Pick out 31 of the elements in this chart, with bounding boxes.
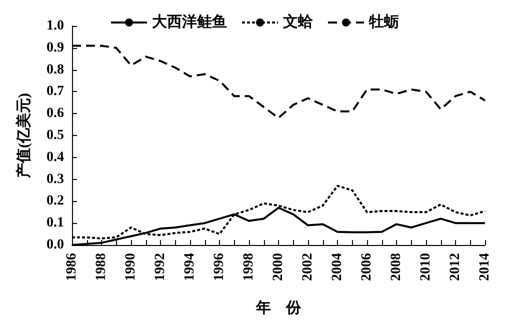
x-tick-label: 2000 — [271, 253, 286, 281]
x-tick-label: 2012 — [448, 253, 463, 281]
y-tick-label: 0.0 — [46, 238, 64, 252]
x-tick-label: 1998 — [242, 253, 256, 281]
x-tick-label: 1992 — [153, 253, 168, 281]
y-tick-label: 0.6 — [46, 106, 64, 122]
x-tick-label: 2014 — [478, 253, 492, 281]
y-tick-label: 0.2 — [46, 194, 64, 209]
x-tick-label: 2002 — [300, 253, 316, 281]
y-tick-label: 0.9 — [46, 40, 64, 56]
y-axis-title: 产值(亿美元) — [14, 93, 32, 179]
x-tick-label: 2004 — [330, 253, 345, 281]
x-tick-label: 1994 — [182, 253, 198, 281]
x-tick-label: 2006 — [360, 253, 374, 281]
y-tick-label: 0.4 — [46, 150, 64, 165]
y-tick-label: 0.8 — [46, 62, 64, 78]
y-tick-label: 0.3 — [46, 172, 64, 187]
legend-label: 牡蛎 — [368, 14, 399, 30]
legend-label: 文蛤 — [282, 14, 314, 30]
y-tick-label: 0.1 — [46, 216, 64, 231]
x-axis-title: 年 份 — [255, 300, 302, 316]
y-tick-label: 1.0 — [46, 18, 64, 34]
x-tick-label: 1988 — [94, 253, 109, 281]
x-tick-label: 1990 — [124, 253, 138, 281]
x-tick-label: 1986 — [64, 253, 80, 281]
y-tick-label: 0.7 — [46, 84, 64, 100]
y-tick-label: 0.5 — [46, 128, 64, 143]
x-tick-label: 1996 — [212, 253, 227, 281]
legend-label: 大西洋鲑鱼 — [152, 14, 227, 30]
x-tick-label: 2010 — [418, 253, 434, 281]
x-tick-label: 2008 — [389, 253, 404, 281]
